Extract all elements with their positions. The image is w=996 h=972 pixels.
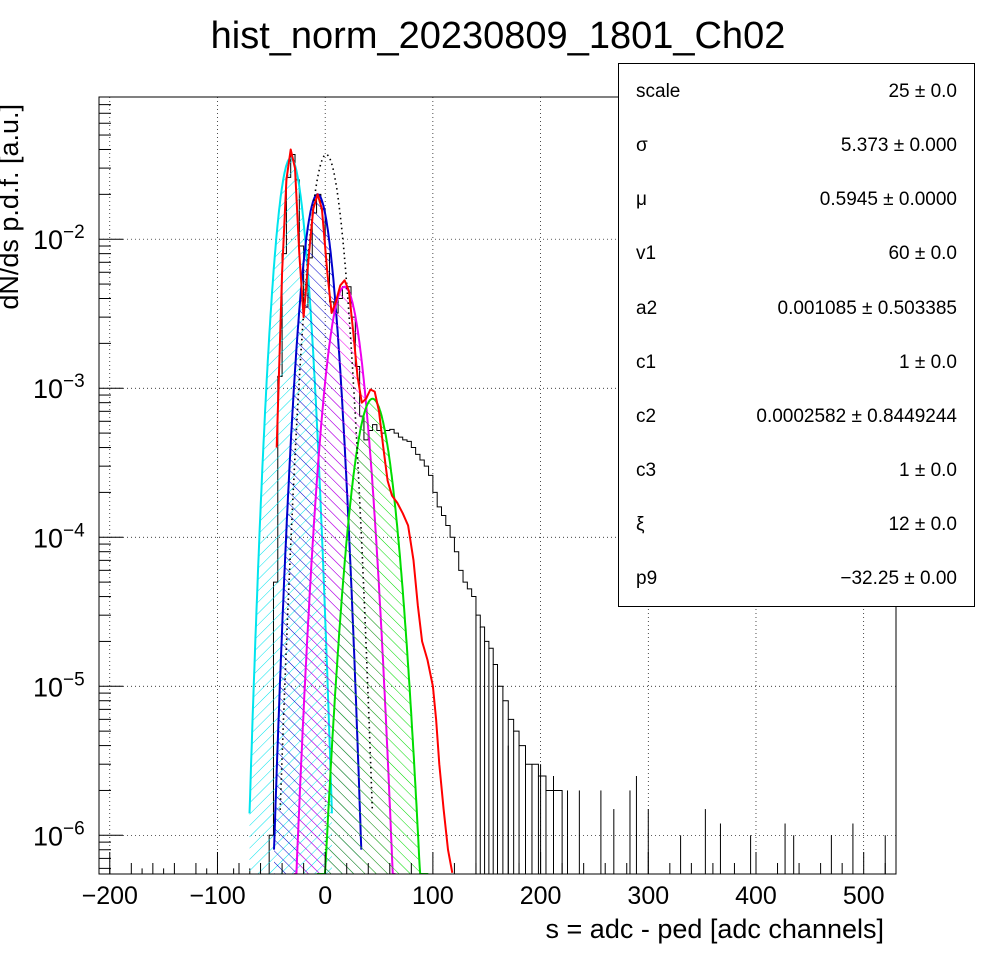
- stat-name: c2: [636, 406, 657, 427]
- stat-row-sigma: σ 5.373 ± 0.000: [619, 135, 974, 175]
- x-tick-label: 400: [735, 882, 777, 910]
- axes: −200 −100 0 100 200 300 400 500 10−6 10−5 10−4 10−3…: [33, 96, 886, 910]
- stat-value: −32.25 ± 0.00: [840, 568, 957, 589]
- chart-title: hist_norm_20230809_1801_Ch02: [211, 15, 786, 57]
- x-axis-label: s = adc - ped [adc channels]: [546, 914, 884, 944]
- stat-name: p9: [636, 568, 658, 589]
- stat-row-mu: μ 0.5945 ± 0.0000: [619, 189, 974, 229]
- stat-row-c3: c3 1 ± 0.0: [619, 460, 974, 500]
- stat-value: 60 ± 0.0: [888, 243, 957, 264]
- y-tick-label: 10−3: [33, 371, 85, 404]
- y-tick-label: 10−5: [33, 669, 85, 702]
- stat-row-p9: p9 −32.25 ± 0.00: [619, 568, 974, 608]
- stat-name: ξ: [636, 514, 645, 535]
- fit-parameters-box: scale 25 ± 0.0 σ 5.373 ± 0.000 μ 0.5945 …: [618, 63, 975, 607]
- x-tick-label: −200: [82, 882, 138, 910]
- stat-value: 1 ± 0.0: [899, 460, 957, 481]
- stat-value: 5.373 ± 0.000: [840, 135, 957, 156]
- stat-name: μ: [636, 189, 647, 210]
- fit-component-fill: [316, 398, 429, 874]
- stat-value: 0.001085 ± 0.503385: [777, 298, 957, 319]
- x-tick-label: 100: [412, 882, 454, 910]
- fit-components: [248, 157, 429, 874]
- x-tick-label: 300: [627, 882, 669, 910]
- x-tick-label: 200: [520, 882, 562, 910]
- stat-row-v1: v1 60 ± 0.0: [619, 243, 974, 283]
- data-histogram: [109, 154, 886, 874]
- stat-value: 25 ± 0.0: [888, 81, 957, 102]
- stat-row-xi: ξ 12 ± 0.0: [619, 514, 974, 554]
- stat-value: 0.0002582 ± 0.8449244: [756, 406, 957, 427]
- total-fit-line: [275, 148, 454, 873]
- stat-name: scale: [636, 81, 681, 102]
- y-axis-label: dN/ds p.d.f. [a.u.]: [0, 104, 24, 310]
- fit-curves: [275, 148, 454, 873]
- stat-name: c3: [636, 460, 657, 481]
- x-tick-label: 0: [318, 882, 332, 910]
- x-tick-label: 500: [843, 882, 885, 910]
- y-tick-label: 10−6: [33, 818, 85, 851]
- stat-row-c1: c1 1 ± 0.0: [619, 352, 974, 392]
- stat-name: v1: [636, 243, 657, 264]
- y-tick-label: 10−4: [33, 520, 85, 553]
- stat-value: 1 ± 0.0: [899, 352, 957, 373]
- stat-value: 12 ± 0.0: [888, 514, 957, 535]
- stat-row-scale: scale 25 ± 0.0: [619, 81, 974, 121]
- stat-name: c1: [636, 352, 657, 373]
- stat-row-c2: c2 0.0002582 ± 0.8449244: [619, 406, 974, 446]
- y-tick-label: 10−2: [33, 222, 85, 255]
- stat-name: σ: [636, 135, 648, 156]
- stat-row-a2: a2 0.001085 ± 0.503385: [619, 298, 974, 338]
- stat-name: a2: [636, 298, 658, 319]
- stat-value: 0.5945 ± 0.0000: [819, 189, 957, 210]
- x-tick-label: −100: [189, 882, 245, 910]
- fit-component-line: [316, 397, 429, 874]
